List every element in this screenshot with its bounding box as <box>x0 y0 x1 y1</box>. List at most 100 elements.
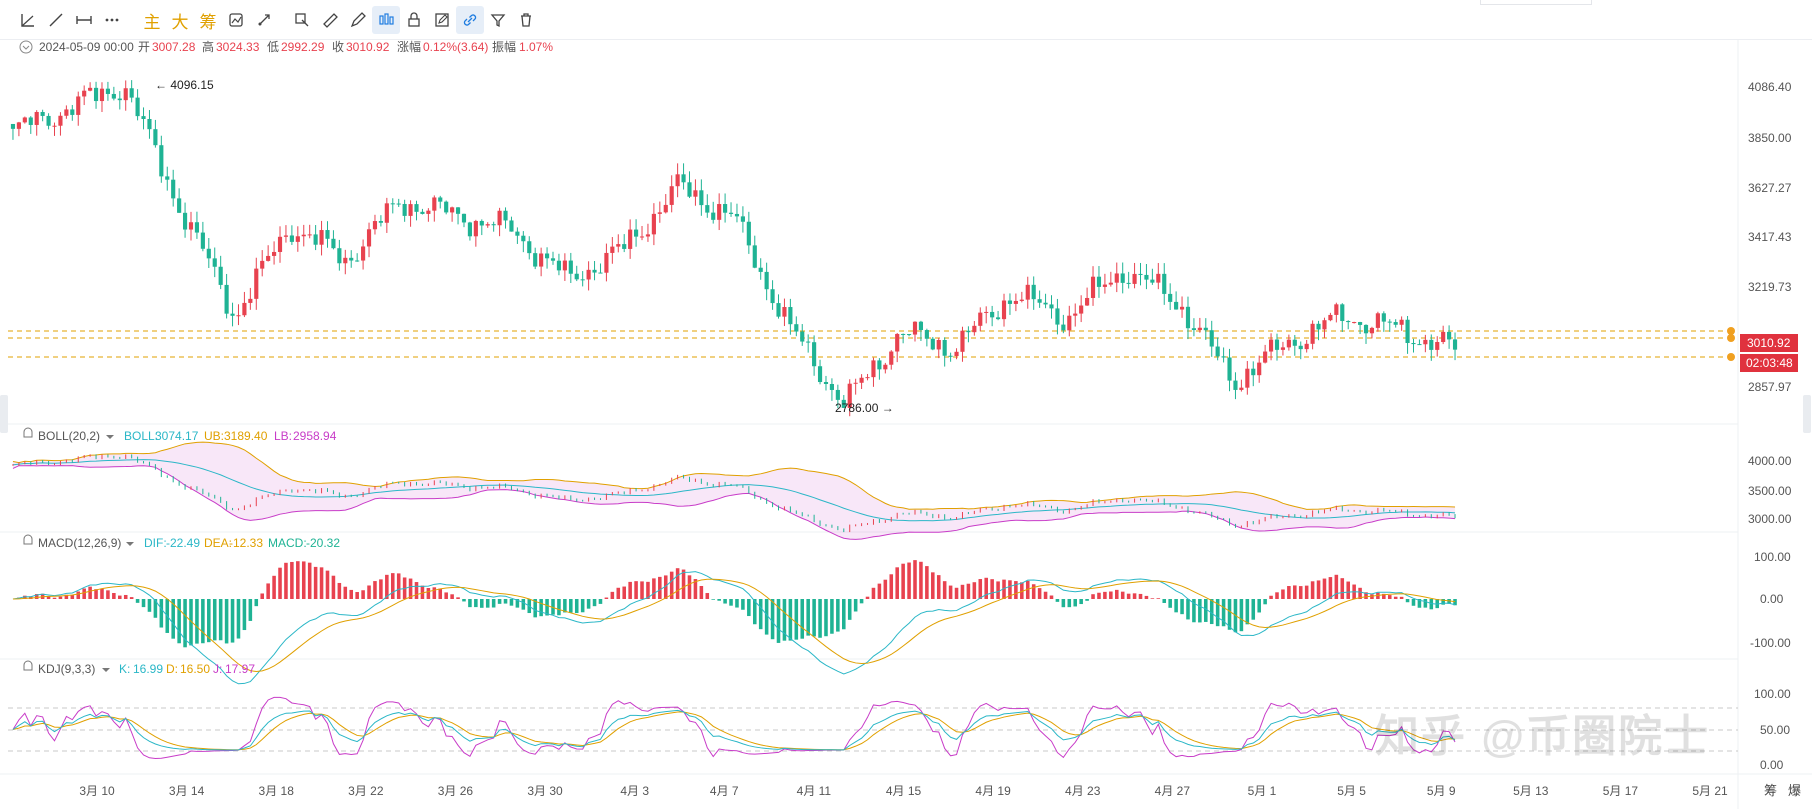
candle-body <box>616 244 621 247</box>
candle-body <box>349 257 354 261</box>
candle-body <box>408 204 413 216</box>
rect-select-icon[interactable] <box>288 6 316 34</box>
k-line <box>12 709 1456 751</box>
candle-body <box>260 260 265 269</box>
candle-body <box>930 338 935 350</box>
trash-icon[interactable] <box>512 6 540 34</box>
time-tick: 3月 18 <box>259 784 295 798</box>
boll-lb-line <box>12 465 1456 540</box>
link-icon[interactable] <box>456 6 484 34</box>
kdj-tick: 100.00 <box>1754 687 1791 701</box>
candle-body <box>70 109 75 115</box>
candle-body <box>1322 320 1327 330</box>
candle-body <box>1245 368 1250 388</box>
low-value: 2992.29 <box>281 40 325 54</box>
candle-body <box>153 129 158 146</box>
filter-icon[interactable] <box>484 6 512 34</box>
main-chart-button[interactable]: 主 <box>143 12 161 32</box>
measure-icon[interactable] <box>70 6 98 34</box>
candle-body <box>901 333 906 335</box>
candle-body <box>1435 342 1440 350</box>
panel-tab[interactable] <box>1480 0 1592 5</box>
price-lines[interactable] <box>8 330 1726 358</box>
k-label: K: <box>119 662 130 676</box>
bell-icon[interactable] <box>23 534 33 545</box>
candle-body <box>1375 313 1380 328</box>
candle-body <box>1328 314 1333 321</box>
time-tick: 5月 5 <box>1337 784 1366 798</box>
lock-icon[interactable] <box>400 6 428 34</box>
candle-body <box>248 298 253 303</box>
line-handle[interactable] <box>1727 327 1735 335</box>
burst-corner[interactable]: 爆 <box>1788 783 1801 798</box>
bell-icon[interactable] <box>23 427 33 438</box>
kdj-tick: 50.00 <box>1760 723 1790 737</box>
candle-body <box>503 210 508 221</box>
pen-icon[interactable] <box>344 6 372 34</box>
price-tick: 4086.40 <box>1748 80 1792 94</box>
candle-body <box>1316 323 1321 330</box>
candle-body <box>188 222 194 230</box>
candle-body <box>1096 276 1102 287</box>
candle-body <box>1369 327 1375 334</box>
candle-body <box>1429 339 1434 350</box>
candle-body <box>438 197 443 202</box>
dropdown-icon[interactable] <box>126 542 134 546</box>
candle-body <box>1090 276 1096 298</box>
collapse-icon[interactable] <box>19 40 33 54</box>
candle-body <box>491 224 496 226</box>
macd-header: MACD(12,26,9) DIF: -22.49 DEA: -12.33 MA… <box>23 534 340 550</box>
candle-body <box>610 246 615 253</box>
candle-body <box>58 115 63 126</box>
kline-chart[interactable]: 2024-05-09 00:00 开 3007.28 高 3024.33 低 2… <box>0 40 1812 809</box>
indicator-icon[interactable] <box>222 6 250 34</box>
low-label: 低 <box>267 40 279 54</box>
candle-body <box>1013 300 1018 304</box>
candle-body <box>628 229 633 249</box>
candle-body <box>366 229 372 247</box>
left-collapse-handle[interactable] <box>0 395 8 433</box>
candle-body <box>206 248 211 259</box>
candle-body <box>699 190 704 206</box>
candle-body <box>711 212 716 220</box>
more-icon[interactable] <box>98 6 126 34</box>
ruler-icon[interactable] <box>316 6 344 34</box>
candle-body <box>1363 324 1369 334</box>
kdj-guides <box>8 707 1738 752</box>
candle-body <box>473 220 478 237</box>
candle-body <box>1298 345 1303 350</box>
price-tick: 3850.00 <box>1748 131 1792 145</box>
dropdown-icon[interactable] <box>106 435 114 439</box>
big-order-button[interactable]: 大 <box>171 12 189 32</box>
candle-body <box>1203 327 1208 331</box>
candle-body <box>1055 308 1060 325</box>
candle-body <box>1191 328 1196 331</box>
bell-icon[interactable] <box>23 660 33 671</box>
candle-body <box>562 260 567 271</box>
candle-type-icon[interactable] <box>372 6 400 34</box>
chips-button[interactable]: 筹 <box>199 12 217 32</box>
candle-body <box>651 213 656 235</box>
edit-icon[interactable] <box>428 6 456 34</box>
macd-tick: 0.00 <box>1760 592 1784 606</box>
time-tick: 3月 22 <box>348 784 384 798</box>
countdown: 02:03:48 <box>1746 356 1793 370</box>
candle-body <box>1417 344 1422 346</box>
candle-body <box>105 88 110 94</box>
candle-body <box>1452 339 1458 350</box>
line-handle[interactable] <box>1727 353 1735 361</box>
line-icon[interactable] <box>42 6 70 34</box>
chips-corner[interactable]: 筹 <box>1764 783 1777 798</box>
candle-body <box>1239 387 1244 390</box>
right-collapse-handle[interactable] <box>1803 395 1811 433</box>
boll-header: BOLL(20,2) BOLL: 3074.17 UB: 3189.40 LB:… <box>23 427 337 443</box>
line-handle[interactable] <box>1727 334 1735 342</box>
ray-icon[interactable] <box>14 6 42 34</box>
refresh-chart-icon[interactable] <box>250 6 278 34</box>
open-label: 开 <box>138 40 150 54</box>
candle-body <box>1061 324 1066 331</box>
candle-body <box>948 355 953 357</box>
candle-body <box>1085 297 1090 306</box>
dropdown-icon[interactable] <box>102 668 110 672</box>
candle-body <box>1387 321 1392 323</box>
